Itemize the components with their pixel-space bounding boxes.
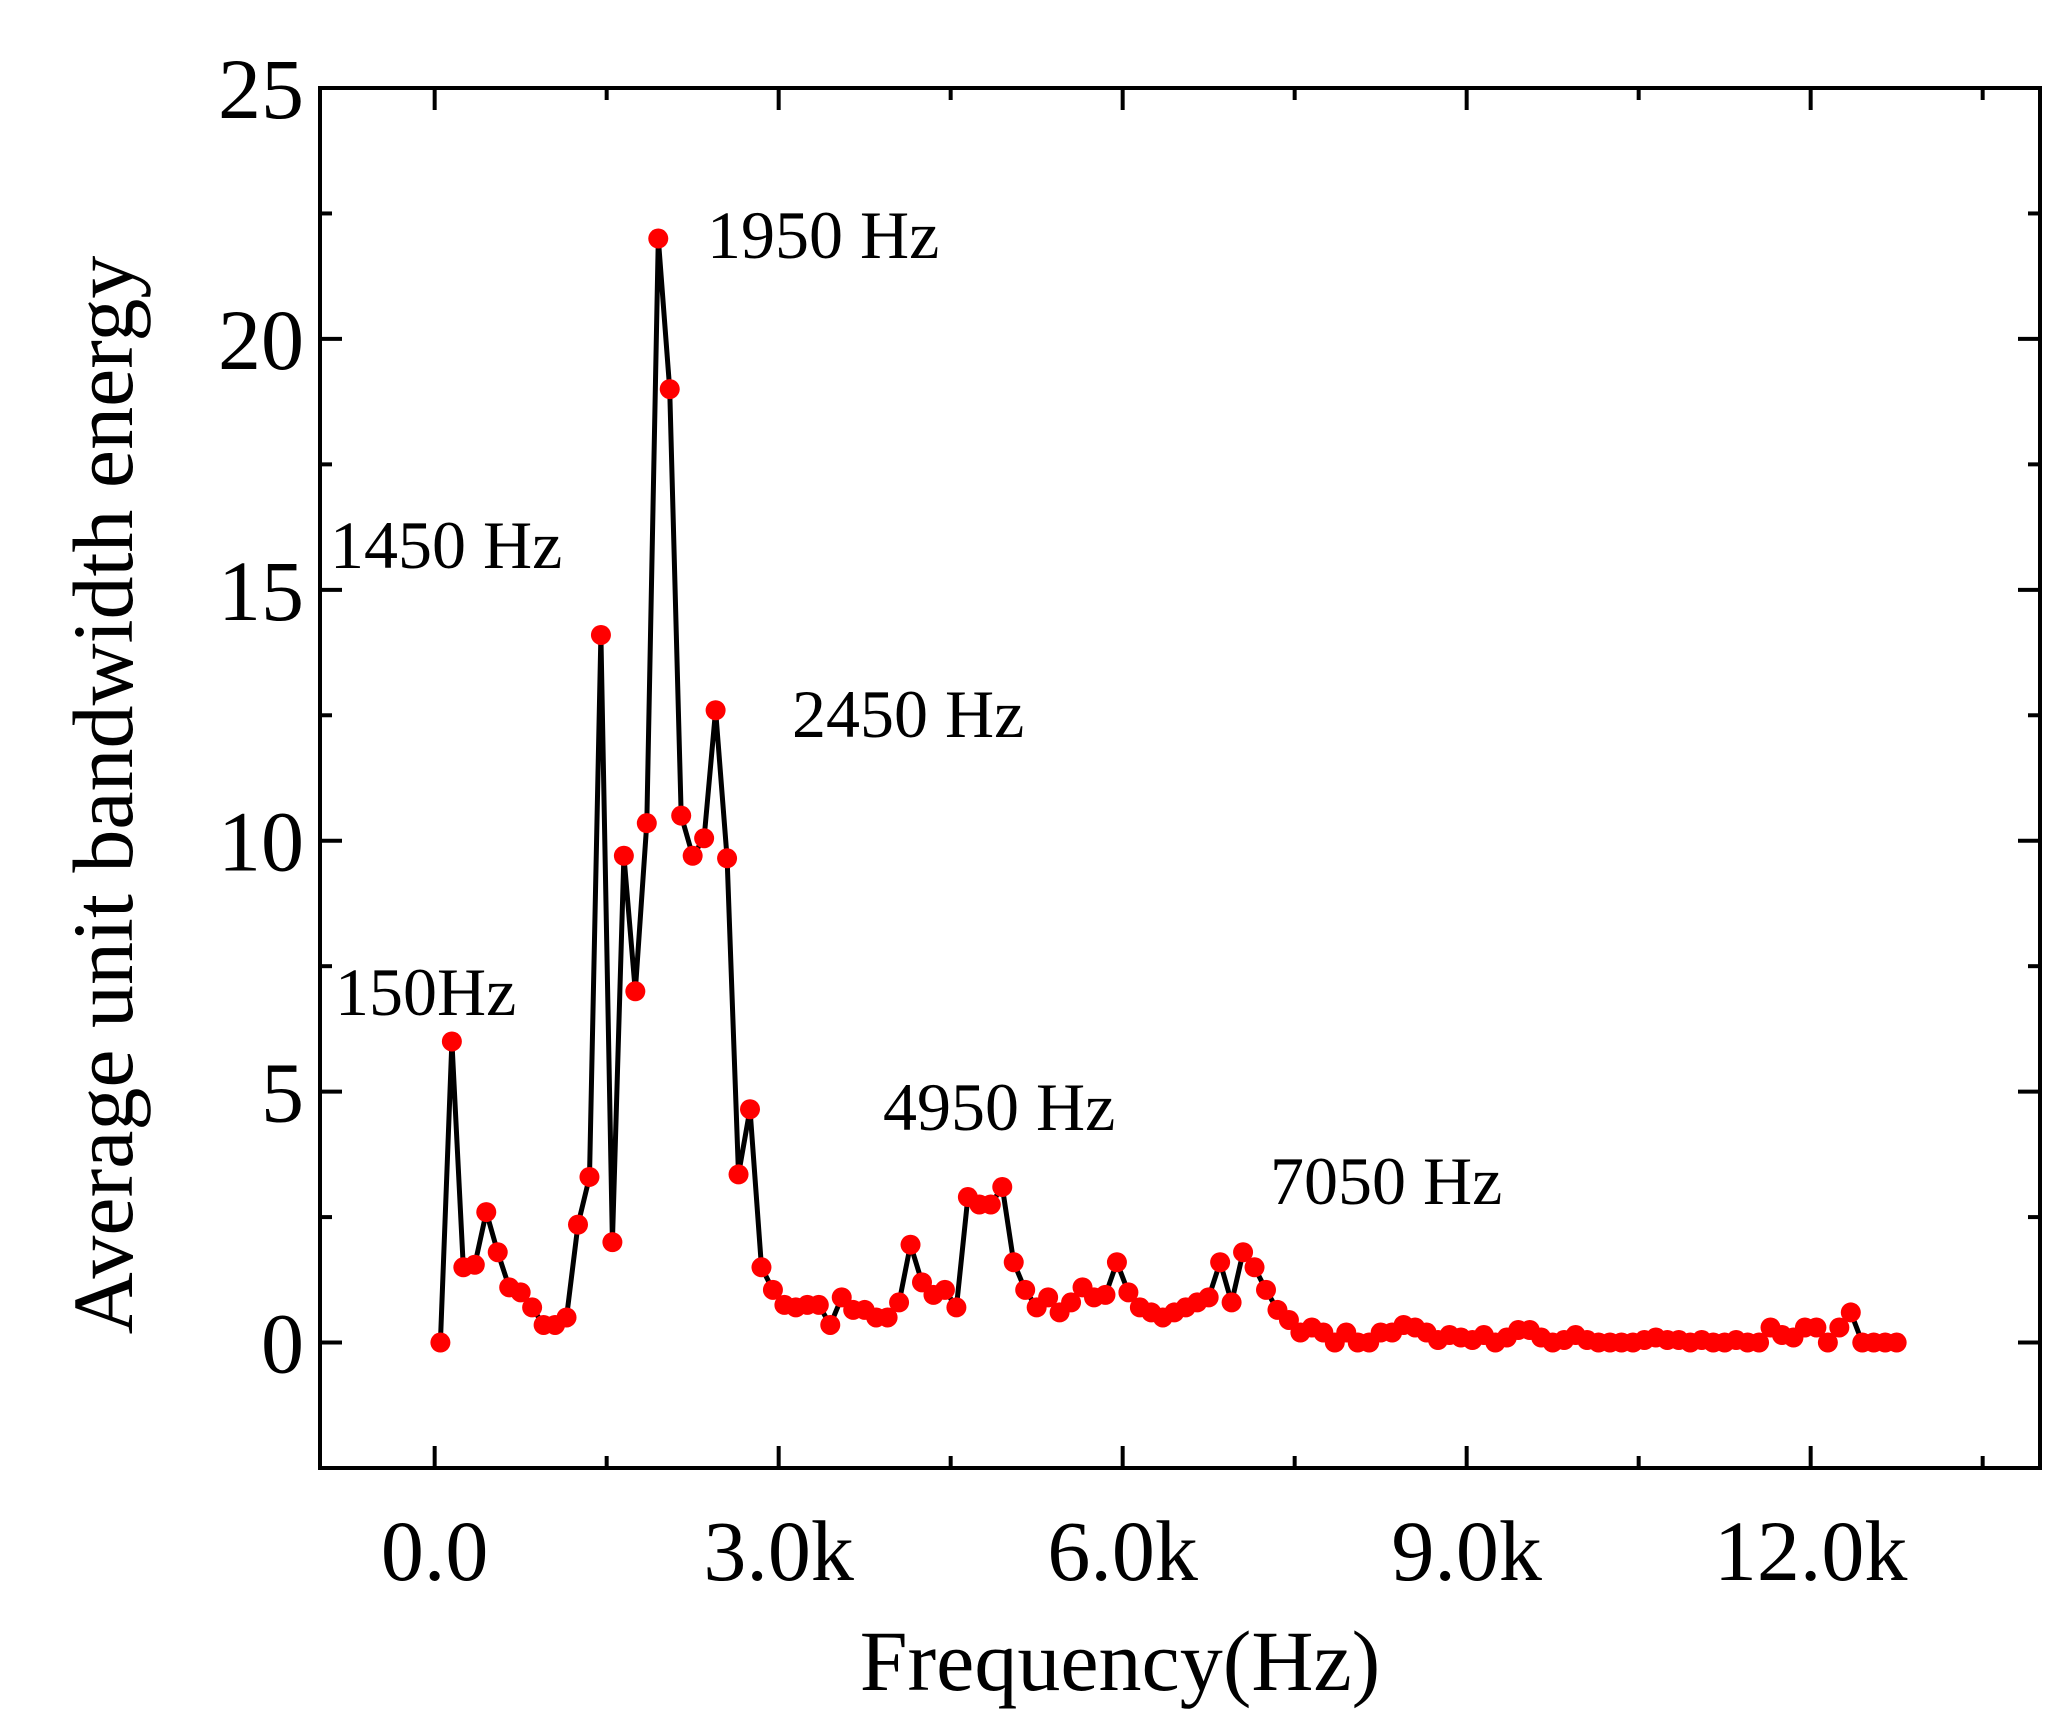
annotation-1450hz: 1450 Hz [330,507,562,583]
data-point [1244,1257,1265,1278]
data-point [1221,1292,1242,1313]
data-point [648,228,669,249]
x-tick-label: 9.0k [1391,1503,1542,1599]
annotation-150hz: 150Hz [335,954,516,1030]
series-line [437,238,1897,1347]
data-point [1817,1332,1838,1353]
data-point [556,1307,577,1328]
data-point [1886,1332,1907,1353]
data-point [877,1307,898,1328]
annotation-2450hz: 2450 Hz [792,676,1024,752]
x-tick-label: 6.0k [1047,1503,1198,1599]
data-point [659,379,680,400]
annotations: 150Hz 1450 Hz 1950 Hz 2450 Hz 4950 Hz 70… [330,197,1502,1219]
x-tick-label: 3.0k [703,1503,854,1599]
data-point [682,845,703,866]
data-point [1806,1317,1827,1338]
data-point [717,848,738,869]
data-point [1233,1242,1254,1263]
data-point [1061,1292,1082,1313]
annotation-4950hz: 4950 Hz [883,1069,1115,1145]
data-point [487,1242,508,1263]
data-point [613,845,634,866]
data-point [740,1099,760,1120]
data-point [751,1257,772,1278]
data-point [625,981,646,1002]
data-point [1015,1279,1036,1300]
y-tick-label: 5 [261,1045,304,1141]
data-point [980,1194,1001,1215]
data-point [900,1234,921,1255]
data-point [476,1202,497,1223]
data-point [1198,1287,1219,1308]
data-point [510,1282,531,1303]
y-tick-label: 15 [218,543,304,639]
data-point [694,828,715,849]
data-point [579,1166,600,1187]
data-point [762,1279,783,1300]
data-point [441,1031,462,1052]
x-tick-label: 0.0 [381,1503,489,1599]
data-point [992,1176,1013,1197]
data-point [705,700,726,721]
data-point [636,813,657,834]
plot-frame [318,86,2042,1470]
data-point [464,1254,485,1275]
x-axis-title: Frequency(Hz) [860,1613,1381,1709]
data-point [1840,1302,1861,1323]
data-point [820,1314,841,1335]
data-point [728,1164,749,1185]
y-tick-label: 20 [218,292,304,388]
axis-ticks [320,86,2040,1470]
series-layer [430,228,1907,1353]
data-point [1118,1282,1139,1303]
data-point [1749,1332,1770,1353]
annotation-1950hz: 1950 Hz [707,197,939,273]
data-point [889,1292,910,1313]
data-point [602,1232,623,1253]
y-tick-label: 10 [218,794,304,890]
data-point [1256,1279,1276,1300]
data-point [1829,1317,1850,1338]
data-point [671,805,692,826]
data-point [1106,1252,1127,1273]
y-tick-label: 0 [261,1296,304,1392]
data-point [808,1294,829,1315]
x-tick-label: 12.0k [1714,1503,1908,1599]
data-point [522,1297,543,1318]
tick-labels: 0 5 10 15 20 25 0.0 3.0k 6.0k 9.0k 12.0k [218,41,1907,1599]
data-point [1095,1284,1116,1305]
data-point [1003,1252,1024,1273]
data-point [1038,1287,1059,1308]
y-axis-title: Average unit bandwidth energy [55,256,151,1335]
annotation-7050hz: 7050 Hz [1270,1143,1502,1219]
data-point [934,1279,955,1300]
data-point [946,1297,967,1318]
data-point [1210,1252,1231,1273]
data-point [430,1332,451,1353]
y-tick-label: 25 [218,41,304,137]
data-point [590,624,611,645]
data-point [568,1214,588,1235]
